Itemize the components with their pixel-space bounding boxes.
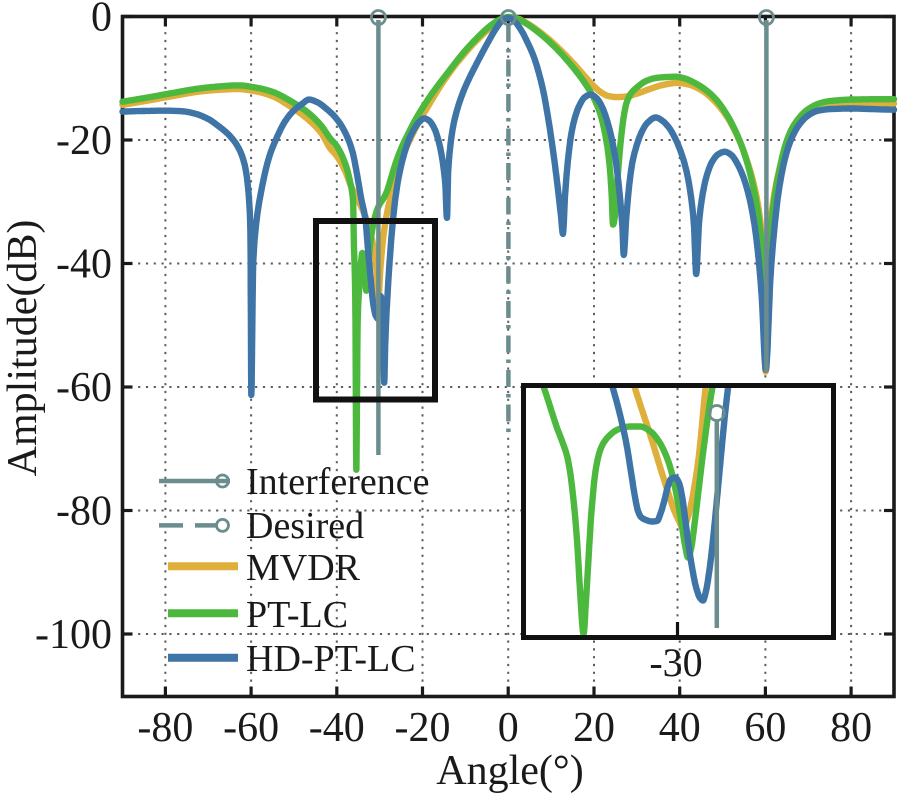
svg-text:Amplitude(dB): Amplitude(dB) xyxy=(0,220,46,477)
svg-text:-60: -60 xyxy=(56,365,112,411)
svg-text:-20: -20 xyxy=(395,705,451,751)
svg-text:0: 0 xyxy=(498,705,519,751)
svg-text:40: 40 xyxy=(659,705,701,751)
svg-text:-80: -80 xyxy=(137,705,193,751)
svg-text:-40: -40 xyxy=(56,242,112,288)
svg-text:-80: -80 xyxy=(56,489,112,535)
svg-text:Angle(°): Angle(°) xyxy=(436,748,583,794)
svg-text:-40: -40 xyxy=(309,705,365,751)
svg-text:MVDR: MVDR xyxy=(246,547,361,589)
svg-text:-20: -20 xyxy=(56,118,112,164)
svg-text:Desired: Desired xyxy=(246,505,364,547)
svg-text:-60: -60 xyxy=(223,705,279,751)
svg-text:20: 20 xyxy=(573,705,615,751)
svg-text:-30: -30 xyxy=(649,640,702,685)
svg-text:-100: -100 xyxy=(35,612,112,658)
svg-text:60: 60 xyxy=(744,705,786,751)
svg-text:HD-PT-LC: HD-PT-LC xyxy=(246,638,416,680)
svg-text:80: 80 xyxy=(830,705,872,751)
svg-text:PT-LC: PT-LC xyxy=(246,594,348,636)
svg-text:0: 0 xyxy=(91,0,112,41)
svg-text:Interference: Interference xyxy=(246,461,430,503)
